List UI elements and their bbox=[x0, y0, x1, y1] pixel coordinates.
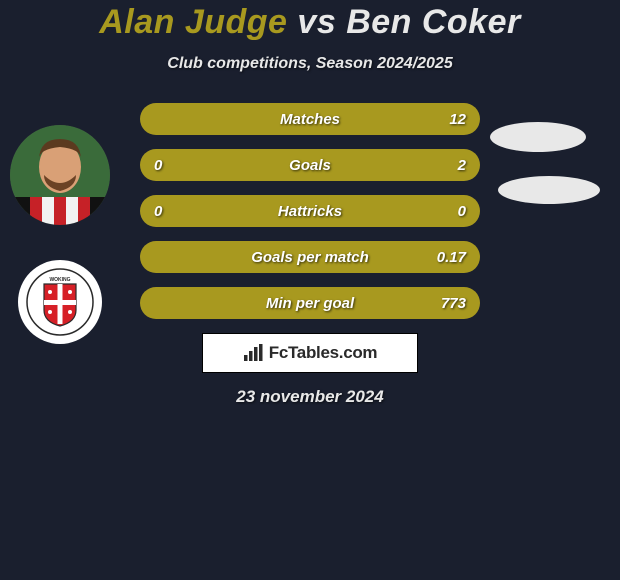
player1-photo bbox=[10, 125, 110, 225]
stat-right-value: 12 bbox=[449, 111, 466, 128]
crest-svg: WOKING bbox=[26, 268, 94, 336]
stat-right-value: 0.17 bbox=[437, 249, 466, 266]
stat-label: Matches bbox=[140, 111, 480, 128]
avatar-circle bbox=[10, 125, 110, 225]
crest-circle: WOKING bbox=[18, 260, 102, 344]
comparison-card: Alan Judge vs Ben Coker Club competition… bbox=[0, 0, 620, 407]
svg-text:WOKING: WOKING bbox=[49, 277, 70, 283]
player1-club-crest: WOKING bbox=[10, 260, 102, 344]
stat-label: Hattricks bbox=[140, 203, 480, 220]
player1-name: Alan Judge bbox=[99, 3, 287, 41]
player2-name: Ben Coker bbox=[346, 3, 521, 41]
subtitle: Club competitions, Season 2024/2025 bbox=[0, 55, 620, 73]
page-title: Alan Judge vs Ben Coker bbox=[0, 4, 620, 41]
stat-row-goals: 0 Goals 2 bbox=[140, 149, 480, 181]
avatar-svg bbox=[10, 125, 110, 225]
stat-right-value: 2 bbox=[458, 157, 466, 174]
stat-row-min-per-goal: Min per goal 773 bbox=[140, 287, 480, 319]
stat-right-value: 773 bbox=[441, 295, 466, 312]
stat-right-value: 0 bbox=[458, 203, 466, 220]
stat-row-matches: Matches 12 bbox=[140, 103, 480, 135]
decorative-ellipse-2 bbox=[498, 176, 600, 204]
attribution-badge: FcTables.com bbox=[202, 333, 418, 373]
stat-row-hattricks: 0 Hattricks 0 bbox=[140, 195, 480, 227]
stat-left-value: 0 bbox=[154, 157, 162, 174]
attribution-text: FcTables.com bbox=[269, 343, 378, 363]
stats-list: Matches 12 0 Goals 2 0 Hattricks 0 Goals… bbox=[140, 103, 480, 319]
decorative-ellipse-1 bbox=[490, 122, 586, 152]
date-text: 23 november 2024 bbox=[0, 387, 620, 407]
stat-label: Goals per match bbox=[140, 249, 480, 266]
stat-label: Goals bbox=[140, 157, 480, 174]
stat-left-value: 0 bbox=[154, 203, 162, 220]
stat-label: Min per goal bbox=[140, 295, 480, 312]
vs-word: vs bbox=[297, 3, 336, 41]
bar-chart-icon bbox=[243, 344, 265, 362]
stat-row-goals-per-match: Goals per match 0.17 bbox=[140, 241, 480, 273]
